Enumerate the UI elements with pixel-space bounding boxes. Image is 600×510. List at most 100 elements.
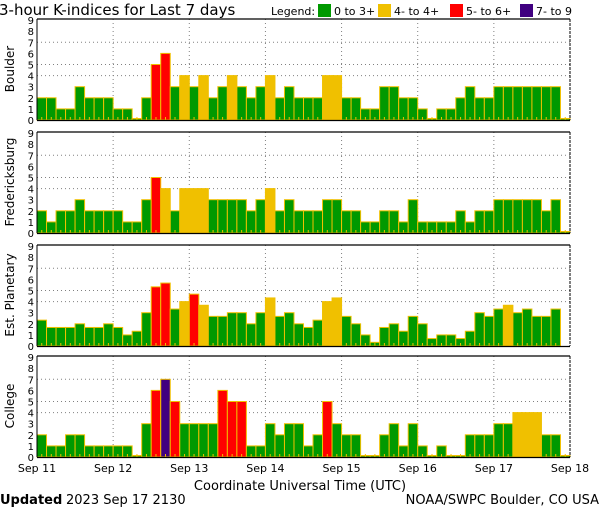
bar-tick — [545, 343, 547, 346]
bar-tick — [374, 230, 376, 233]
bar — [388, 423, 400, 458]
bar — [303, 210, 314, 234]
bar — [322, 301, 333, 347]
bar — [217, 389, 228, 458]
bar-tick — [193, 230, 195, 233]
bar-tick — [241, 454, 243, 457]
bar — [264, 423, 276, 458]
bar — [521, 308, 533, 347]
bar — [93, 210, 105, 234]
bar-tick — [212, 117, 214, 120]
bar-tick — [269, 117, 271, 120]
bar — [483, 315, 495, 347]
bar-tick — [164, 343, 166, 346]
bar — [55, 210, 67, 234]
bar-tick — [469, 343, 471, 346]
bar — [550, 199, 561, 234]
y-tick-label: 6 — [28, 162, 34, 173]
bar — [141, 97, 152, 121]
bar-tick — [488, 117, 490, 120]
bar-tick — [526, 117, 528, 120]
bar-tick — [488, 343, 490, 346]
bar — [160, 378, 171, 458]
y-tick-label: 8 — [28, 140, 34, 151]
bar — [264, 188, 276, 234]
x-tick-label: Sep 15 — [322, 462, 360, 475]
bar — [217, 86, 228, 121]
updated-value: 2023 Sep 17 2130 — [66, 493, 186, 508]
bar-tick — [98, 230, 100, 233]
bar-tick — [117, 343, 119, 346]
bar-tick — [69, 117, 71, 120]
bar-tick — [231, 343, 233, 346]
bar-tick — [555, 343, 557, 346]
bar-tick — [317, 230, 319, 233]
bar-tick — [431, 343, 433, 346]
bar-tick — [260, 117, 262, 120]
bar — [483, 210, 495, 234]
bar-tick — [498, 454, 500, 457]
bar — [179, 188, 190, 234]
bar-tick — [507, 117, 509, 120]
y-tick-label: 7 — [28, 38, 34, 49]
bar — [521, 412, 533, 458]
bar — [303, 97, 314, 121]
bar-tick — [184, 117, 186, 120]
bar-tick — [298, 230, 300, 233]
y-tick-label: 2 — [28, 207, 34, 218]
bar — [502, 86, 514, 121]
bar-tick — [155, 117, 157, 120]
bar — [531, 412, 542, 458]
bar — [245, 97, 257, 121]
bar — [283, 312, 295, 347]
bar — [188, 293, 200, 347]
bar — [341, 434, 352, 458]
bar-tick — [155, 454, 157, 457]
bar — [74, 323, 86, 347]
bar-tick — [184, 343, 186, 346]
bar — [264, 297, 276, 347]
bar-tick — [222, 230, 224, 233]
bar-tick — [374, 343, 376, 346]
y-tick-label: 0 — [28, 342, 34, 353]
bar — [398, 97, 409, 121]
bar — [226, 401, 238, 458]
bar — [103, 323, 114, 347]
bar — [188, 86, 200, 121]
bar-tick — [126, 230, 128, 233]
bar-tick — [536, 343, 538, 346]
bar — [407, 199, 419, 234]
bar-tick — [345, 230, 347, 233]
bar — [493, 308, 504, 347]
bar-tick — [536, 230, 538, 233]
bar-tick — [174, 230, 176, 233]
bar-tick — [564, 230, 566, 233]
bar-tick — [479, 230, 481, 233]
bar-tick — [498, 117, 500, 120]
bar-tick — [421, 454, 423, 457]
bar-tick — [222, 343, 224, 346]
bar-tick — [88, 343, 90, 346]
y-tick-label: 4 — [28, 185, 34, 196]
x-tick-label: Sep 12 — [94, 462, 132, 475]
bar — [169, 308, 181, 347]
bar — [550, 308, 561, 347]
bar — [474, 97, 485, 121]
bar-tick — [421, 343, 423, 346]
bar-tick — [345, 454, 347, 457]
bar-tick — [298, 343, 300, 346]
bar-tick — [203, 117, 205, 120]
bar-tick — [326, 117, 328, 120]
bar — [331, 297, 343, 347]
bar-tick — [231, 117, 233, 120]
bar-tick — [393, 230, 395, 233]
bar-tick — [307, 230, 309, 233]
legend-entry-label: 5- to 6+ — [466, 5, 511, 18]
bar — [312, 434, 324, 458]
bar — [65, 434, 76, 458]
bar — [236, 199, 247, 234]
bar-tick — [50, 454, 52, 457]
bar-tick — [441, 117, 443, 120]
